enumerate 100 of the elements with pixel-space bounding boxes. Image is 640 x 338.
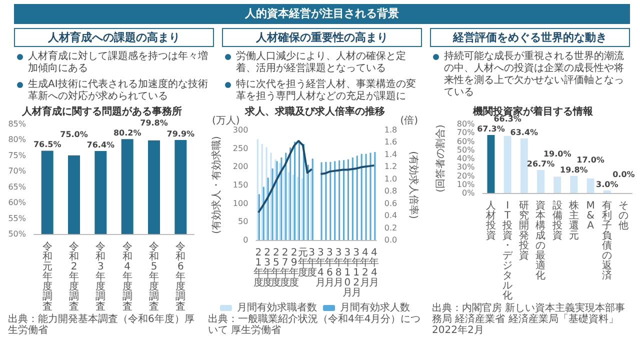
y-tick-label: 250 xyxy=(232,144,248,153)
y-tick-label: 20% xyxy=(456,171,476,180)
text: 人材育成に対して課題感を持つは年々増加傾向にある xyxy=(27,51,209,75)
source-note: 出典：内閣官房 新しい資本主義実現本部事務局 経済産業省 経済産業局「基礎資料」2022年2月 xyxy=(432,302,626,336)
x-tick-label: 3年6月 xyxy=(324,248,335,288)
x-tick-label: 株主還元 xyxy=(568,200,579,242)
x-tick-label: 令和元年度調査 xyxy=(42,240,52,312)
source-note: 出典：能力開発基本調査（令和6年度）厚生労働省 xyxy=(8,313,194,336)
y-tick-label: 50% xyxy=(8,230,26,238)
y2-tick-label: 0.6 xyxy=(384,198,398,208)
data-label: 67.3% xyxy=(477,124,505,134)
text: 人材育成への課題の高まり xyxy=(14,28,214,47)
y2-tick-label: 0.8 xyxy=(384,186,398,196)
y2-tick-label: 0.0 xyxy=(384,236,398,244)
x-tick-label: 資本構成の最適化 xyxy=(536,200,546,282)
bar xyxy=(603,190,611,193)
x-tick-label: その他 xyxy=(618,200,629,232)
data-label: 76.4% xyxy=(86,140,115,150)
bar xyxy=(554,176,562,193)
y-tick-label: 0 xyxy=(243,236,248,244)
y-tick-label: 70% xyxy=(456,128,476,138)
x-tick-label: M&A xyxy=(586,200,595,232)
y2-tick-label: 0.4 xyxy=(384,211,398,220)
y-tick-label: 60% xyxy=(456,136,476,146)
x-tick-label: 3年8月 xyxy=(334,248,344,288)
data-label: 79.8% xyxy=(140,118,168,128)
y-axis-title: (有効求人・有効求職) xyxy=(210,136,222,234)
data-label: 80.2% xyxy=(113,128,142,138)
y-tick-label: 75% xyxy=(8,150,26,160)
x-tick-label: 25年度 xyxy=(271,248,282,288)
data-label: 19.8% xyxy=(560,165,588,174)
x-tick-label: 有利子負債の返済 xyxy=(602,200,612,282)
y2-tick-label: 0.2 xyxy=(384,223,398,232)
x-tick-label: 23年度 xyxy=(262,248,272,288)
y-tick-label: 30% xyxy=(456,162,476,172)
bar xyxy=(504,136,512,193)
y2-tick-label: 1.4 xyxy=(384,150,398,159)
data-label: 75.0% xyxy=(60,130,88,140)
y-axis-title: (回答者の割合) xyxy=(434,124,446,192)
y-tick-label: 50 xyxy=(238,217,248,226)
text: 特に次代を担う経営人材、事業構造の変革を担う専門人材などの充足が課題に xyxy=(235,79,417,103)
bar xyxy=(520,138,528,193)
data-label: 3.0% xyxy=(596,180,618,189)
y2-tick-label: 1.6 xyxy=(384,138,398,147)
x-tick-label: 令和6年度調査 xyxy=(176,240,186,312)
y-tick-label: 80% xyxy=(456,120,476,128)
y-tick-label: 55% xyxy=(8,214,26,223)
y-tick-label: 80% xyxy=(8,135,26,144)
bar xyxy=(537,170,544,193)
category-label: IT投資・デジタル化 xyxy=(502,200,513,302)
y-tick-label: 100 xyxy=(232,198,248,208)
y2-tick-label: 1.0 xyxy=(384,174,398,184)
bar xyxy=(570,176,578,193)
y2-tick-label: 1.8 xyxy=(384,126,398,134)
x-tick-label: 4年4月 xyxy=(369,248,380,288)
y-tick-label: 200 xyxy=(232,162,248,172)
data-label: 76.5% xyxy=(33,140,62,150)
x-tick-label: 29年度 xyxy=(289,248,300,288)
x-tick-label: 令和5年度調査 xyxy=(149,240,159,312)
x-tick-label: 令和3年度調査 xyxy=(96,240,106,312)
x-tick-label: 3年4月 xyxy=(316,248,326,288)
legend-label: 月間有効求職者数 xyxy=(237,302,317,314)
x-tick-label: 3年10月 xyxy=(342,248,352,298)
text: (万人) xyxy=(212,116,240,126)
text: 持続可能な成長が重視される世界的潮流の中、人材への投資は企業の成長性や将来性を測る上で欠かせない評価軸となっている xyxy=(443,51,625,99)
x-tick-label: 元年度 xyxy=(298,248,308,278)
x-tick-label: 4年2月 xyxy=(360,248,370,288)
x-tick-label: 人材投資 xyxy=(484,200,496,242)
x-tick-label: 3年度 xyxy=(306,248,317,278)
text: 生成AI技術に代表される加速度的な技術革新への対応が求められている xyxy=(27,79,209,103)
bar xyxy=(586,178,594,193)
y2-axis-title: (有効求人倍率) xyxy=(408,151,420,219)
x-tick-label: 設備投資 xyxy=(551,200,562,242)
x-tick-label: 研究開発投資 xyxy=(518,200,530,262)
y-tick-label: 70% xyxy=(8,166,26,176)
data-label: 17.0% xyxy=(576,155,604,164)
data-label: 26.7% xyxy=(526,159,555,168)
data-label: 63.4% xyxy=(510,128,538,137)
chart-title: 人材育成に関する問題がある事務所 xyxy=(21,106,182,118)
x-tick-label: 3年12月 xyxy=(351,248,362,298)
y-tick-label: 60% xyxy=(8,198,26,208)
y-tick-label: 65% xyxy=(8,182,26,192)
source-note: 出典：一般職業紹介状況（令和4年4月分）について 厚生労働省 xyxy=(208,313,421,336)
text: (倍) xyxy=(400,114,418,126)
y-tick-label: 300 xyxy=(232,126,248,134)
data-label: 19.0% xyxy=(543,149,572,158)
legend-label: 月間有効求人数 xyxy=(340,302,410,314)
chart-title: 求人、求職及び求人倍率の推移 xyxy=(244,106,385,118)
data-label: 0.0% xyxy=(612,170,635,179)
text: 人的資本経営が注目される背景 xyxy=(14,4,630,24)
y-tick-label: 10% xyxy=(456,180,476,189)
x-tick-label: 令和2年度調査 xyxy=(69,240,79,312)
x-tick-label: 21年度 xyxy=(253,248,264,288)
y2-tick-label: 1.2 xyxy=(384,162,398,172)
y-tick-label: 0% xyxy=(462,188,476,198)
y-tick-label: 40% xyxy=(456,154,476,163)
data-label: 79.9% xyxy=(166,130,195,139)
x-tick-label: 27年度 xyxy=(280,248,290,288)
bar xyxy=(487,134,495,193)
text: 経営評価をめぐる世界的な動き xyxy=(430,28,630,47)
